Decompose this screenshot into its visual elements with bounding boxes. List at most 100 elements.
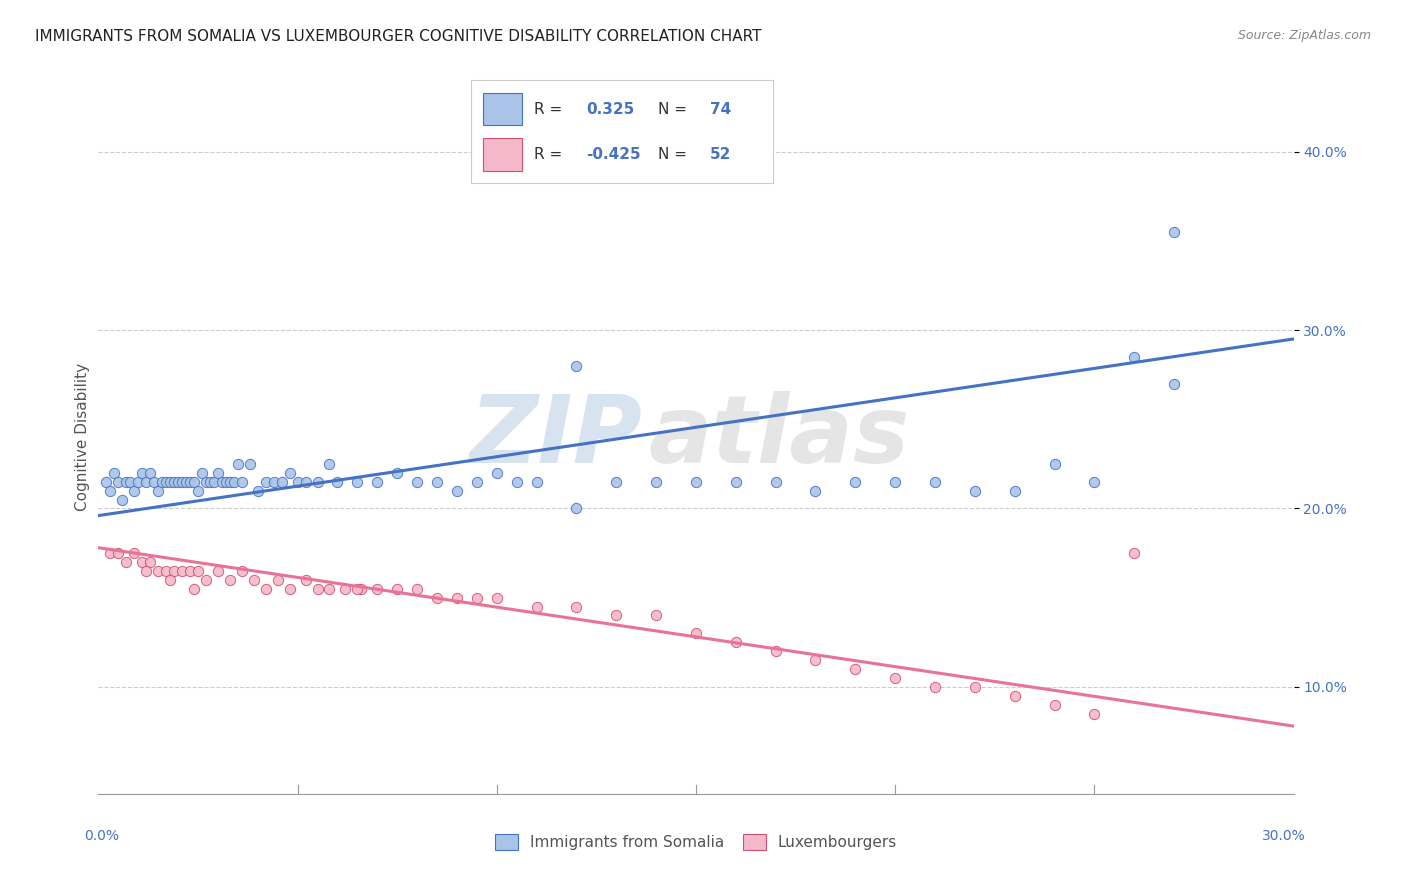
Text: 30.0%: 30.0%	[1261, 830, 1306, 843]
Point	[565, 599, 588, 614]
Point	[605, 608, 627, 623]
Point	[202, 475, 225, 489]
Text: 52: 52	[710, 146, 731, 161]
Point	[131, 555, 153, 569]
Point	[246, 483, 269, 498]
Point	[103, 466, 125, 480]
Point	[485, 466, 508, 480]
Point	[465, 591, 488, 605]
Point	[963, 680, 986, 694]
Point	[366, 582, 388, 596]
Point	[111, 492, 134, 507]
Point	[1004, 483, 1026, 498]
Point	[465, 475, 488, 489]
Point	[278, 582, 301, 596]
Point	[884, 475, 907, 489]
Point	[446, 591, 468, 605]
Point	[243, 573, 266, 587]
Point	[231, 475, 253, 489]
Point	[179, 475, 201, 489]
Point	[1123, 546, 1146, 560]
Text: R =: R =	[534, 102, 568, 117]
Point	[335, 582, 357, 596]
Point	[115, 475, 138, 489]
Point	[963, 483, 986, 498]
Point	[148, 564, 170, 578]
Point	[195, 475, 218, 489]
Point	[685, 475, 707, 489]
Point	[1163, 376, 1185, 391]
Point	[211, 475, 233, 489]
Point	[1083, 706, 1105, 721]
Point	[924, 680, 946, 694]
Point	[215, 475, 238, 489]
Point	[485, 591, 508, 605]
Point	[120, 475, 142, 489]
Point	[159, 475, 181, 489]
Point	[172, 475, 194, 489]
Point	[183, 475, 205, 489]
Point	[804, 653, 827, 667]
Point	[318, 457, 340, 471]
Point	[139, 555, 162, 569]
Point	[191, 466, 214, 480]
Bar	[484, 93, 523, 126]
Text: 0.325: 0.325	[586, 102, 634, 117]
Point	[307, 582, 329, 596]
Point	[107, 475, 129, 489]
Point	[426, 591, 449, 605]
Point	[1083, 475, 1105, 489]
Point	[163, 475, 186, 489]
Point	[645, 608, 668, 623]
Point	[254, 475, 277, 489]
Point	[139, 466, 162, 480]
Bar	[484, 137, 523, 170]
Point	[222, 475, 245, 489]
Point	[278, 466, 301, 480]
Point	[765, 475, 787, 489]
Point	[207, 564, 229, 578]
Point	[426, 475, 449, 489]
Text: atlas: atlas	[648, 391, 910, 483]
Point	[172, 564, 194, 578]
Point	[924, 475, 946, 489]
Text: N =: N =	[658, 146, 692, 161]
Point	[127, 475, 149, 489]
Point	[565, 501, 588, 516]
Point	[685, 626, 707, 640]
Point	[1004, 689, 1026, 703]
Point	[366, 475, 388, 489]
Point	[174, 475, 197, 489]
Point	[263, 475, 285, 489]
Legend: Immigrants from Somalia, Luxembourgers: Immigrants from Somalia, Luxembourgers	[488, 826, 904, 857]
Text: N =: N =	[658, 102, 692, 117]
Text: IMMIGRANTS FROM SOMALIA VS LUXEMBOURGER COGNITIVE DISABILITY CORRELATION CHART: IMMIGRANTS FROM SOMALIA VS LUXEMBOURGER …	[35, 29, 762, 44]
Point	[270, 475, 292, 489]
Point	[167, 475, 190, 489]
Point	[318, 582, 340, 596]
Point	[724, 635, 747, 649]
Point	[183, 582, 205, 596]
Point	[350, 582, 373, 596]
Point	[307, 475, 329, 489]
Point	[226, 457, 249, 471]
Point	[187, 483, 209, 498]
Point	[1163, 225, 1185, 239]
Point	[143, 475, 166, 489]
Point	[506, 475, 529, 489]
Point	[385, 466, 409, 480]
Point	[884, 671, 907, 685]
Point	[287, 475, 309, 489]
Point	[115, 555, 138, 569]
Point	[179, 564, 201, 578]
Point	[1043, 457, 1066, 471]
Point	[195, 573, 218, 587]
Point	[131, 466, 153, 480]
Point	[187, 564, 209, 578]
Point	[155, 475, 177, 489]
Point	[135, 475, 157, 489]
Point	[346, 582, 368, 596]
Point	[98, 483, 122, 498]
Point	[155, 564, 177, 578]
Point	[198, 475, 221, 489]
